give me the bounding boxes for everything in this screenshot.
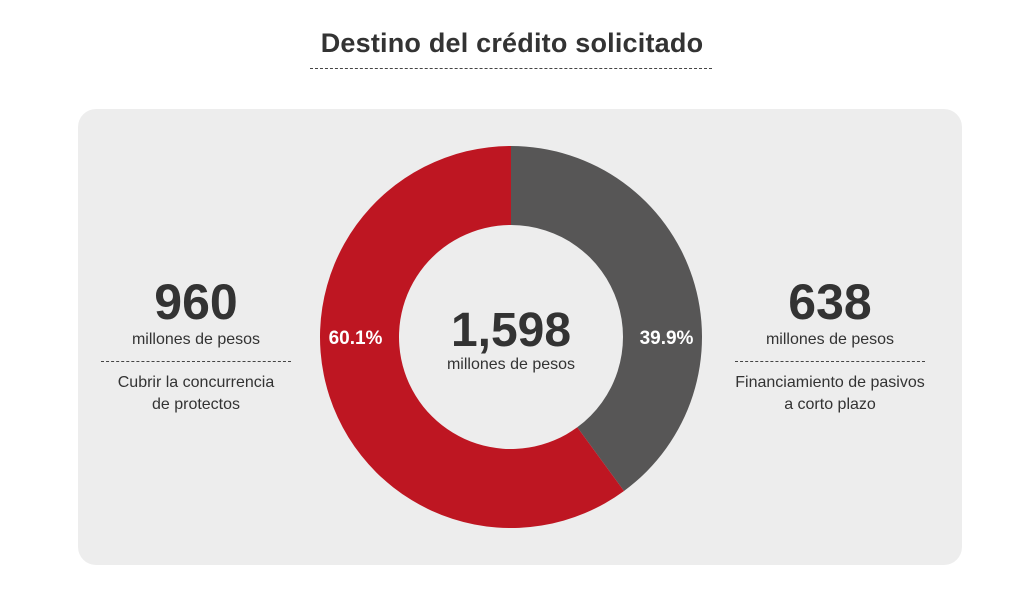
total-value: 1,598 (451, 304, 571, 357)
left-callout: 960 millones de pesos Cubrir la concurre… (98, 277, 294, 416)
left-description: Cubrir la concurrencia de protectos (98, 372, 294, 416)
donut-slice-1 (511, 146, 702, 491)
chart-title: Destino del crédito solicitado (320, 28, 704, 58)
title-divider (310, 68, 712, 69)
left-unit: millones de pesos (131, 331, 261, 348)
donut-slice-2 (319, 146, 624, 529)
right-callout: 638 millones de pesos Financiamiento de … (730, 277, 930, 416)
donut-percent-label-2: 60.1% (329, 328, 383, 349)
right-divider (735, 361, 925, 362)
left-divider (101, 361, 291, 362)
right-desc-line-1: Financiamiento de pasivos (735, 374, 925, 391)
donut-slices (319, 146, 702, 529)
donut-percent-labels: 39.9% 60.1% (329, 328, 694, 349)
left-desc-line-1: Cubrir la concurrencia (117, 374, 275, 391)
right-desc-line-2: a corto plazo (784, 396, 876, 413)
left-desc-line-2: de protectos (151, 396, 241, 413)
right-value: 638 (788, 274, 872, 330)
left-value: 960 (154, 274, 238, 330)
right-description: Financiamiento de pasivos a corto plazo (730, 372, 930, 416)
right-unit: millones de pesos (765, 331, 895, 348)
donut-percent-label-1: 39.9% (640, 328, 694, 349)
total-unit: millones de pesos (447, 356, 575, 373)
